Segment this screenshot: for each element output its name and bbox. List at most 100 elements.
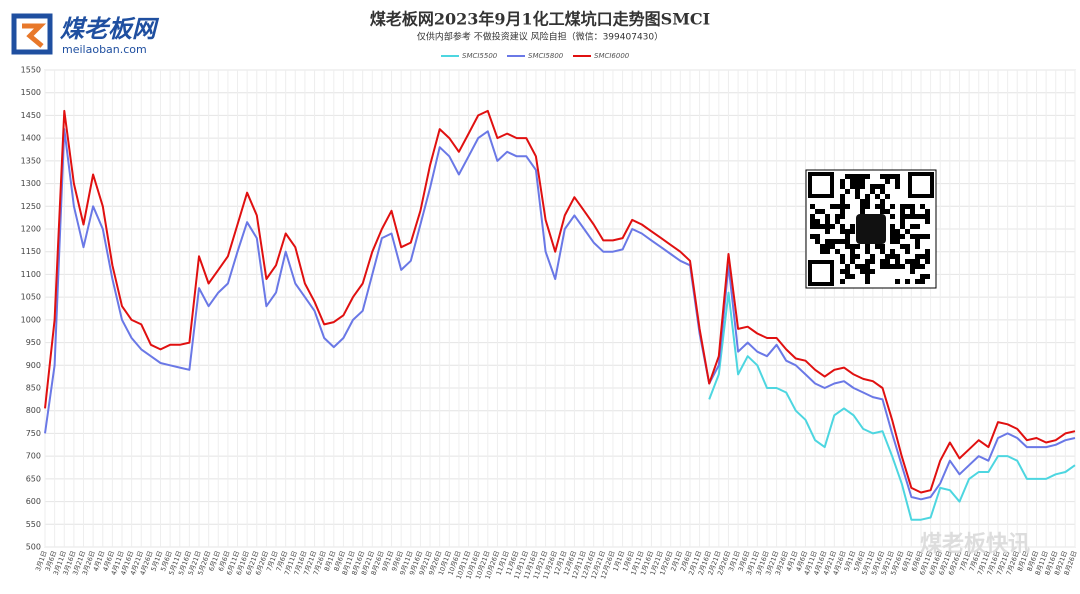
qr-dot: [920, 279, 925, 284]
qr-dot: [840, 269, 845, 274]
qr-dot: [840, 239, 845, 244]
qr-dot: [905, 204, 910, 209]
qr-dot: [890, 264, 895, 269]
qr-dot: [810, 234, 815, 239]
qr-dot: [905, 259, 910, 264]
qr-dot: [830, 224, 835, 229]
qr-dot: [925, 254, 930, 259]
qr-dot: [900, 219, 905, 224]
qr-dot: [875, 244, 880, 249]
qr-dot: [900, 264, 905, 269]
logo-url: meilaoban.com: [62, 43, 147, 56]
y-tick-label: 1450: [21, 111, 41, 120]
qr-dot: [925, 209, 930, 214]
qr-dot: [830, 204, 835, 209]
qr-dot: [880, 249, 885, 254]
qr-dot: [910, 259, 915, 264]
qr-dot: [860, 199, 865, 204]
legend-label: SMCI5500: [462, 52, 498, 60]
qr-dot: [925, 274, 930, 279]
y-tick-label: 1200: [21, 225, 41, 234]
qr-dot: [880, 189, 885, 194]
qr-dot: [830, 244, 835, 249]
qr-dot: [840, 209, 845, 214]
qr-dot: [910, 214, 915, 219]
qr-dot: [900, 234, 905, 239]
logo-icon: [22, 23, 47, 48]
y-tick-label: 650: [26, 474, 41, 483]
y-tick-label: 550: [26, 520, 41, 529]
qr-dot: [900, 224, 905, 229]
qr-dot: [895, 234, 900, 239]
qr-dot: [885, 254, 890, 259]
y-tick-label: 850: [26, 384, 41, 393]
qr-dot: [890, 204, 895, 209]
y-tick-label: 1550: [21, 66, 41, 75]
qr-dot: [905, 229, 910, 234]
qr-dot: [880, 184, 885, 189]
qr-dot: [825, 239, 830, 244]
qr-dot: [825, 219, 830, 224]
qr-dot: [915, 264, 920, 269]
qr-dot: [920, 274, 925, 279]
qr-dot: [880, 259, 885, 264]
qr-dot: [850, 249, 855, 254]
qr-dot: [870, 259, 875, 264]
qr-dot: [810, 224, 815, 229]
qr-dot: [920, 204, 925, 209]
qr-dot: [810, 219, 815, 224]
qr-dot: [820, 244, 825, 249]
qr-dot: [860, 184, 865, 189]
qr-dot: [855, 174, 860, 179]
qr-dot: [865, 249, 870, 254]
qr-dot: [840, 194, 845, 199]
qr-dot: [875, 194, 880, 199]
qr-dot: [840, 179, 845, 184]
qr-dot: [825, 224, 830, 229]
qr-dot: [880, 244, 885, 249]
qr-dot: [840, 254, 845, 259]
qr-dot: [820, 224, 825, 229]
qr-dot: [850, 274, 855, 279]
qr-dot: [865, 269, 870, 274]
qr-dot: [815, 224, 820, 229]
qr-dot: [855, 254, 860, 259]
qr-dot: [855, 184, 860, 189]
qr-dot: [840, 184, 845, 189]
y-tick-label: 1400: [21, 134, 41, 143]
qr-dot: [825, 249, 830, 254]
qr-dot: [865, 264, 870, 269]
qr-dot: [850, 174, 855, 179]
line: [708, 291, 1076, 521]
qr-dot: [865, 199, 870, 204]
y-tick-label: 1250: [21, 202, 41, 211]
y-tick-label: 600: [26, 497, 41, 506]
qr-dot: [895, 259, 900, 264]
qr-dot: [850, 244, 855, 249]
logo-text: 煤老板网: [60, 15, 160, 43]
qr-dot: [835, 219, 840, 224]
qr-dot: [920, 254, 925, 259]
qr-dot: [825, 229, 830, 234]
qr-dot: [835, 214, 840, 219]
qr-dot: [860, 174, 865, 179]
qr-dot: [885, 179, 890, 184]
qr-dot: [840, 279, 845, 284]
logo: 煤老板网 meilaoban.com: [11, 13, 160, 56]
qr-dot: [910, 204, 915, 209]
qr-dot: [860, 204, 865, 209]
qr-dot: [920, 214, 925, 219]
qr-dot: [905, 244, 910, 249]
qr-dot: [895, 174, 900, 179]
qr-dot: [815, 209, 820, 214]
qr-dot: [890, 249, 895, 254]
legend-label: SMCI6000: [594, 52, 630, 60]
qr-dot: [825, 244, 830, 249]
qr-dot: [925, 219, 930, 224]
qr-dot: [840, 214, 845, 219]
qr-dot: [900, 244, 905, 249]
qr-dot: [895, 279, 900, 284]
qr-dot: [900, 204, 905, 209]
qr-dot: [925, 249, 930, 254]
qr-dot: [895, 184, 900, 189]
